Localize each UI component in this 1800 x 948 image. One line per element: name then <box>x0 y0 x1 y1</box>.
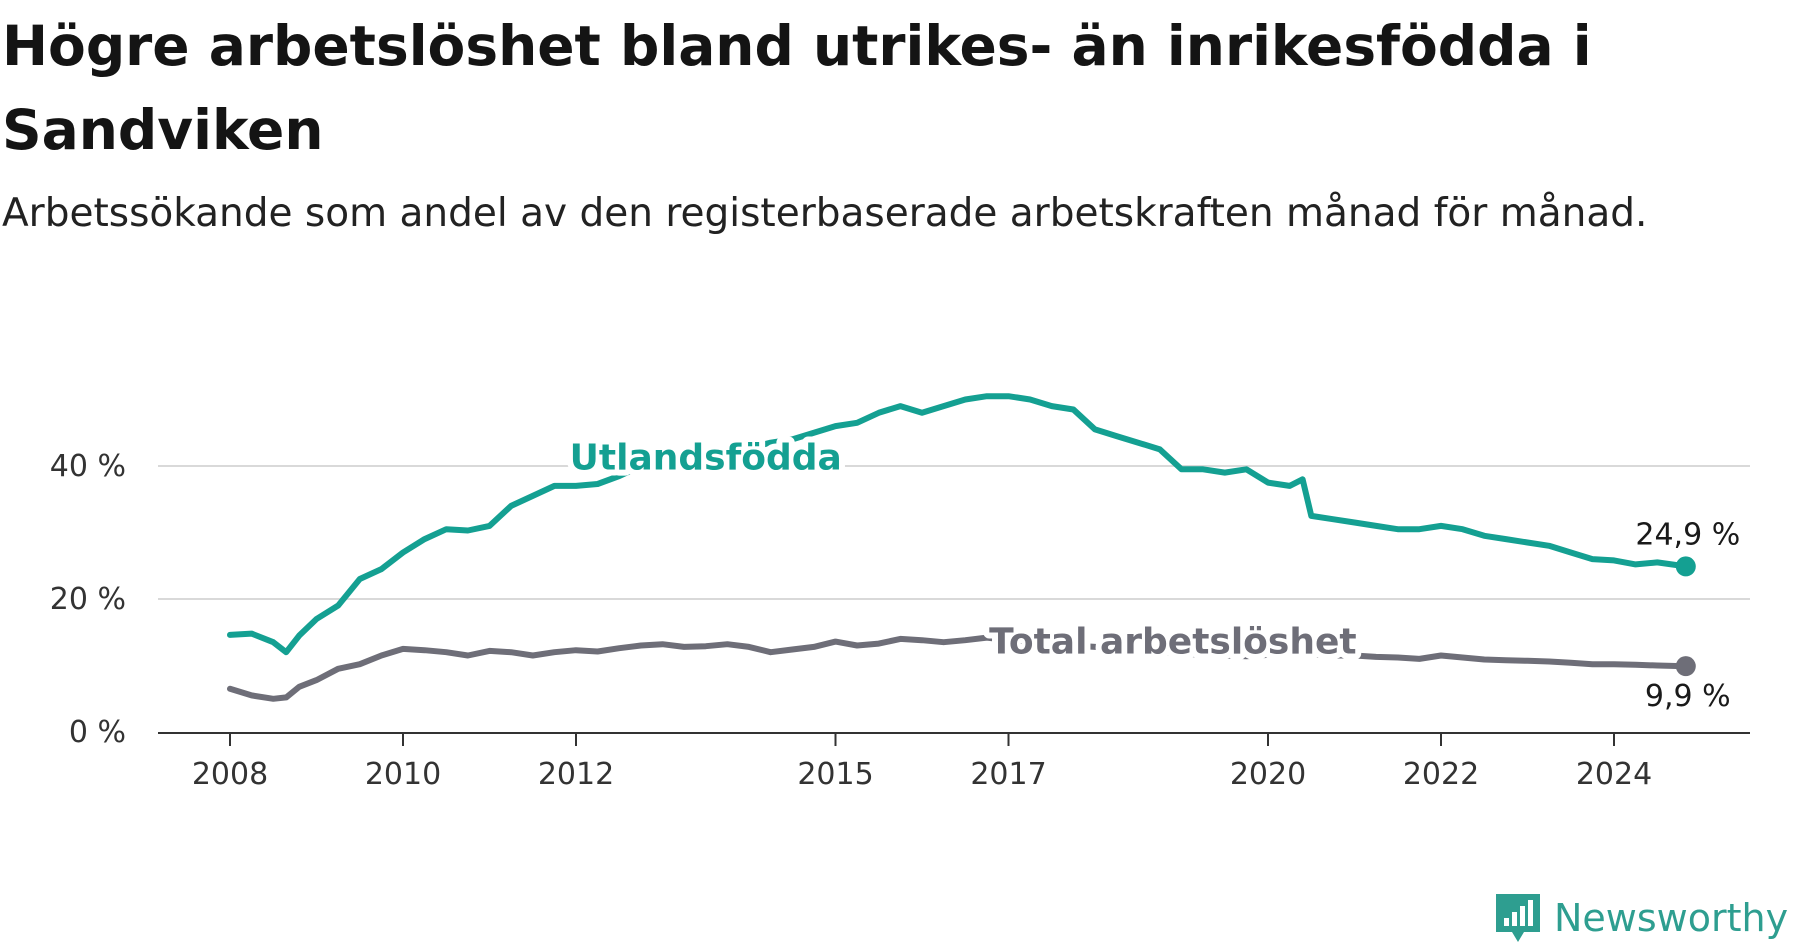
newsworthy-logo: Newsworthy <box>1494 888 1788 948</box>
chart-subtitle: Arbetssökande som andel av den registerb… <box>2 191 1648 236</box>
x-tick-label: 2020 <box>1230 757 1306 792</box>
gridlines <box>158 465 1750 600</box>
series-label-halo: Total arbetslöshet <box>989 622 1357 663</box>
x-tick-label: 2022 <box>1403 757 1479 792</box>
chart-title: Högre arbetslöshet bland utrikes- än inr… <box>2 14 1592 162</box>
end-value-label: 24,9 % <box>1635 517 1740 552</box>
x-axis-ticks: 2008 2010 2012 2015 2017 2020 2022 2024 <box>192 733 1652 792</box>
x-tick-label: 2012 <box>538 757 614 792</box>
end-value-label: 9,9 % <box>1645 679 1731 714</box>
end-point <box>1675 656 1696 677</box>
series-name-label: Total arbetslöshet <box>989 622 1357 663</box>
y-tick-label: 40 % <box>50 449 126 484</box>
series-label-halo: Utlandsfödda <box>570 437 842 478</box>
x-tick-label: 2008 <box>192 757 268 792</box>
series-name-label: Utlandsfödda <box>570 437 842 478</box>
series-labels: 24,9 %9,9 %UtlandsföddaUtlandsföddaTotal… <box>564 431 1741 714</box>
x-tick-label: 2024 <box>1576 757 1652 792</box>
series-line-utlandsfodda <box>227 393 1689 656</box>
x-tick-label: 2010 <box>365 757 441 792</box>
brand-name: Newsworthy <box>1554 896 1789 940</box>
bar-chart-bubble-icon <box>1496 894 1540 942</box>
end-point <box>1675 556 1696 577</box>
x-tick-label: 2015 <box>797 757 873 792</box>
y-tick-label: 20 % <box>50 582 126 617</box>
line-chart: 0 % 20 % 40 % 2008 2010 2012 2015 2017 2020 2022… <box>50 393 1750 792</box>
series-line-total <box>227 634 1689 702</box>
y-axis-ticks: 0 % 20 % 40 % <box>50 449 126 750</box>
y-tick-label: 0 % <box>69 715 126 750</box>
x-tick-label: 2017 <box>970 757 1046 792</box>
series-group <box>227 393 1696 702</box>
